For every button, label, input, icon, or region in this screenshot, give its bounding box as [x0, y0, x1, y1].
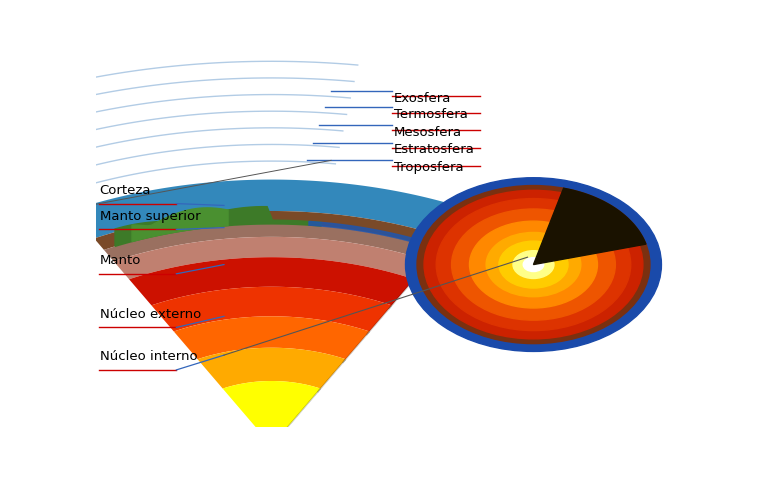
- Polygon shape: [104, 224, 439, 261]
- Polygon shape: [129, 257, 414, 305]
- Ellipse shape: [523, 258, 544, 272]
- Polygon shape: [174, 316, 369, 359]
- Polygon shape: [115, 206, 321, 246]
- Ellipse shape: [424, 190, 643, 339]
- Ellipse shape: [436, 199, 631, 331]
- Polygon shape: [411, 261, 429, 283]
- Text: Núcleo interno: Núcleo interno: [100, 350, 197, 363]
- Text: Termosfera: Termosfera: [393, 108, 468, 121]
- Polygon shape: [389, 279, 414, 309]
- Text: Manto: Manto: [100, 254, 141, 267]
- Text: Corteza: Corteza: [100, 184, 151, 197]
- Polygon shape: [309, 221, 428, 246]
- Polygon shape: [343, 332, 369, 363]
- Ellipse shape: [406, 178, 661, 351]
- Polygon shape: [114, 237, 429, 279]
- Polygon shape: [151, 287, 392, 332]
- Ellipse shape: [546, 191, 611, 338]
- Ellipse shape: [469, 221, 598, 308]
- Ellipse shape: [452, 209, 615, 320]
- Text: Estratosfera: Estratosfera: [393, 144, 475, 156]
- Polygon shape: [223, 381, 320, 445]
- Text: Núcleo externo: Núcleo externo: [100, 308, 200, 321]
- Ellipse shape: [417, 186, 650, 344]
- Polygon shape: [94, 211, 449, 250]
- Ellipse shape: [486, 232, 581, 297]
- Polygon shape: [426, 250, 439, 265]
- Text: Manto superior: Manto superior: [100, 210, 200, 223]
- Polygon shape: [534, 188, 646, 264]
- Polygon shape: [269, 389, 320, 449]
- Ellipse shape: [499, 241, 568, 288]
- Polygon shape: [366, 305, 392, 335]
- Text: Exosfera: Exosfera: [393, 92, 451, 105]
- Polygon shape: [71, 180, 473, 239]
- Polygon shape: [436, 239, 449, 253]
- Polygon shape: [132, 208, 228, 241]
- Polygon shape: [317, 359, 346, 392]
- Text: Mesosfera: Mesosfera: [393, 126, 462, 139]
- Polygon shape: [197, 348, 346, 389]
- Ellipse shape: [513, 251, 554, 278]
- Text: Troposfera: Troposfera: [393, 161, 463, 174]
